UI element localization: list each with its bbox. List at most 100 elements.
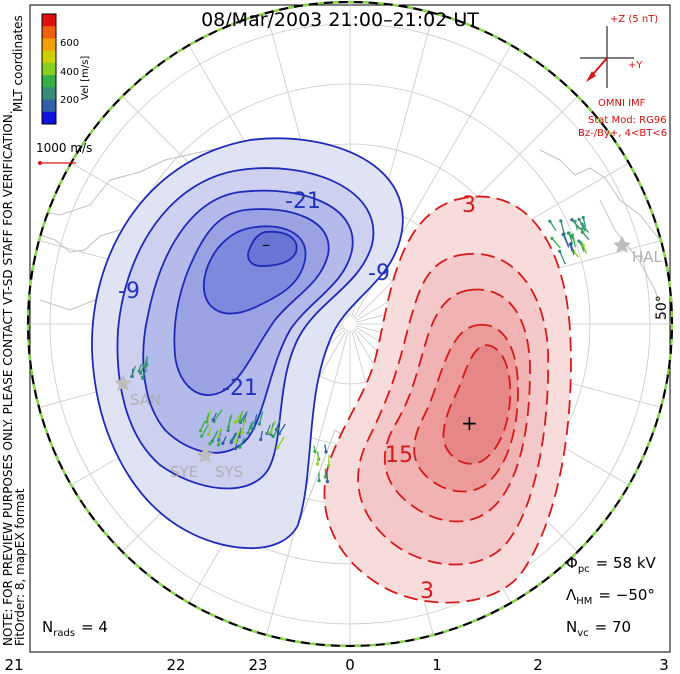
velocity-vector-origin bbox=[325, 479, 330, 484]
colorbar-tick-400: 400 bbox=[60, 67, 79, 78]
velocity-vector-origin bbox=[143, 365, 147, 369]
velocity-vector bbox=[560, 220, 565, 234]
velocity-vector bbox=[238, 411, 243, 422]
contour-labels: -9 -21 -9 -21 – 3 15 3 + bbox=[118, 189, 478, 604]
latitude-label: 50° bbox=[654, 295, 670, 320]
velocity-vector-origin bbox=[577, 217, 581, 222]
velocity-vector-origin bbox=[315, 462, 319, 466]
velocity-vector bbox=[243, 411, 248, 421]
velocity-vector-origin bbox=[233, 420, 237, 424]
velocity-vector-origin bbox=[233, 447, 238, 451]
velocity-vector-origin bbox=[216, 443, 220, 447]
velocity-vector-origin bbox=[567, 231, 571, 235]
velocity-vector-origin bbox=[208, 442, 212, 446]
velocity-vector bbox=[551, 237, 561, 249]
velocity-vector bbox=[258, 411, 264, 425]
negative-cell bbox=[91, 137, 404, 550]
velocity-vector-origin bbox=[217, 434, 221, 439]
coords-label: MLT coordinates bbox=[11, 15, 25, 112]
colorbar-tick-600: 600 bbox=[60, 38, 79, 49]
colorbar-segment bbox=[42, 14, 56, 27]
imf-clock: +Z (5 nT) +Y OMNI IMF Stat Mod: RG96 Bz-… bbox=[578, 14, 667, 139]
colorbar-segment bbox=[42, 99, 56, 113]
radar-site-sye: SYE SYS bbox=[170, 446, 243, 481]
velocity-vector bbox=[278, 423, 286, 435]
velocity-vector bbox=[276, 436, 285, 449]
velocity-vector bbox=[247, 422, 253, 434]
mlt-tick-21: 21 bbox=[4, 656, 23, 674]
velocity-vector-origin bbox=[570, 218, 574, 222]
velocity-vector-origin bbox=[550, 236, 554, 240]
pos-fill-5 bbox=[442, 344, 512, 465]
hm-boundary bbox=[26, 0, 674, 648]
velocity-vector bbox=[327, 454, 330, 466]
velocity-vectors bbox=[130, 215, 590, 484]
mlt-axis: 21 22 23 0 1 2 3 bbox=[4, 656, 668, 674]
mlt-tick-1: 1 bbox=[432, 656, 442, 674]
velocity-scale-label: 1000 m/s bbox=[36, 141, 92, 155]
n-rads: Nrads = 4 bbox=[42, 618, 108, 639]
velocity-vector bbox=[213, 409, 223, 422]
magnetic-pole-marker bbox=[342, 316, 358, 332]
velocity-vector-origin bbox=[570, 233, 575, 237]
velocity-vector bbox=[206, 409, 212, 422]
velocity-vector bbox=[270, 420, 276, 433]
velocity-vector-origin bbox=[558, 249, 562, 253]
colorbar-segment bbox=[42, 26, 56, 39]
velocity-vector-origin bbox=[324, 450, 328, 454]
radar-label-san: SAN bbox=[130, 391, 161, 409]
velocity-vector bbox=[241, 419, 246, 433]
velocity-vector-origin bbox=[277, 432, 281, 436]
velocity-vector-origin bbox=[246, 431, 250, 435]
velocity-vector bbox=[239, 437, 246, 448]
fit-order-label: FitOrder: 8, mapEX format bbox=[13, 488, 27, 646]
imf-z-label: +Z (5 nT) bbox=[610, 14, 658, 25]
radar-label-hal: HAL bbox=[632, 248, 663, 266]
velocity-vector-origin bbox=[269, 430, 273, 435]
neg-label-inner-top: -21 bbox=[285, 189, 321, 214]
velocity-vector-origin bbox=[581, 215, 585, 220]
stats-panel: Φpc = 58 kV ΛHM = −50° Nvc = 70 Nrads = 4 bbox=[42, 554, 657, 639]
velocity-vector-origin bbox=[323, 475, 327, 479]
imf-condition: Bz-/By+, 4<BT<6 bbox=[578, 128, 667, 139]
velocity-colorbar: 600 400 200 Vel [m/s] bbox=[41, 13, 91, 125]
velocity-vector bbox=[581, 223, 589, 234]
radar-site-san: SAN bbox=[114, 374, 161, 409]
neg-label-outer-left: -9 bbox=[118, 279, 140, 304]
velocity-vector bbox=[230, 432, 238, 443]
neg-label-outer-right: -9 bbox=[368, 261, 390, 286]
mlt-tick-2: 2 bbox=[533, 656, 543, 674]
colorbar-segment bbox=[42, 87, 56, 101]
velocity-vector bbox=[570, 243, 575, 256]
velocity-vector bbox=[131, 365, 137, 377]
velocity-vector-origin bbox=[139, 371, 143, 376]
velocity-vector-origin bbox=[573, 219, 577, 223]
velocity-vector-origin bbox=[275, 446, 280, 450]
pos-label-inner: 15 bbox=[385, 443, 413, 468]
velocity-vector-origin bbox=[205, 420, 209, 424]
positive-cell bbox=[323, 195, 572, 604]
velocity-vector bbox=[199, 421, 206, 432]
colorbar-tick-200: 200 bbox=[60, 95, 79, 106]
velocity-vector-origin bbox=[226, 425, 231, 429]
pos-label-top: 3 bbox=[462, 193, 476, 218]
colorbar-segment bbox=[42, 62, 56, 76]
radar-site-hal: HAL bbox=[613, 236, 663, 266]
velocity-vector bbox=[227, 414, 233, 428]
velocity-vector bbox=[253, 414, 258, 429]
velocity-vector-origin bbox=[198, 429, 203, 433]
velocity-vector-origin bbox=[140, 375, 144, 380]
velocity-vector-origin bbox=[200, 434, 204, 438]
velocity-vector bbox=[275, 419, 281, 430]
radar-sites: SAN SYE SYS HAL bbox=[114, 236, 663, 481]
velocity-vector-origin bbox=[326, 464, 331, 468]
colorbar-segment bbox=[42, 75, 56, 88]
radar-label-sye: SYE bbox=[170, 463, 198, 481]
velocity-vector bbox=[568, 232, 573, 243]
velocity-vector-origin bbox=[577, 239, 581, 243]
colorbar-segment bbox=[42, 111, 56, 125]
colorbar-segment bbox=[42, 38, 56, 52]
preview-note: NOTE: FOR PREVIEW PURPOSES ONLY. PLEASE … bbox=[1, 110, 15, 646]
velocity-vector-origin bbox=[229, 440, 233, 445]
